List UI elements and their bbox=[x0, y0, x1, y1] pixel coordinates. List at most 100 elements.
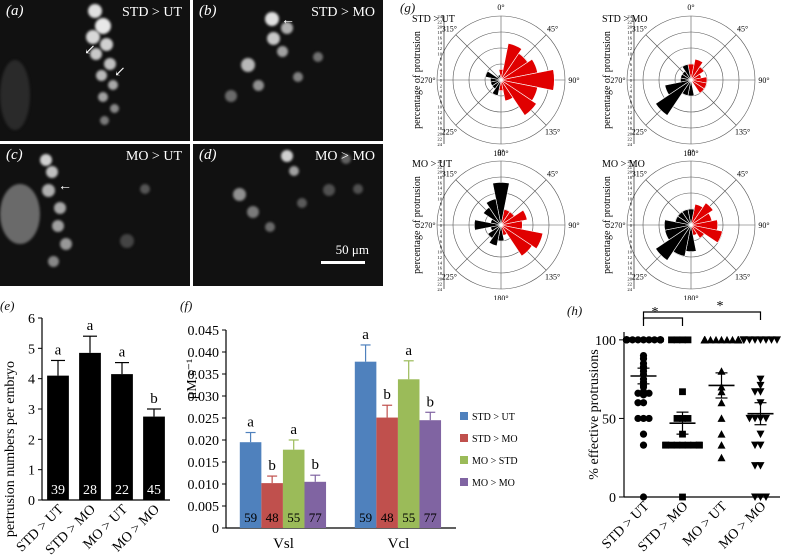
y-axis-label: μM s⁻¹ bbox=[185, 359, 200, 400]
y-tick-label: 50 bbox=[602, 412, 616, 427]
scale-tick: 22 bbox=[627, 137, 632, 142]
scale-tick: 14 bbox=[437, 115, 442, 120]
scale-tick: 22 bbox=[437, 164, 442, 169]
angle-label: 315° bbox=[442, 24, 457, 33]
data-point bbox=[634, 336, 642, 344]
rose-sector-red bbox=[500, 79, 537, 116]
scale-tick: 14 bbox=[627, 115, 632, 120]
micrograph-c: ← (c) MO > UT bbox=[0, 144, 190, 286]
micrograph-title: MO > UT bbox=[125, 149, 182, 164]
scale-tick: 4 bbox=[440, 89, 443, 94]
data-point bbox=[762, 336, 770, 344]
angle-label: 45° bbox=[547, 169, 558, 178]
bar bbox=[239, 442, 262, 528]
rose-sector-black bbox=[664, 79, 692, 96]
scale-tick: 10 bbox=[627, 105, 632, 110]
y-axis-label: percentage of protrusion bbox=[412, 176, 423, 274]
rose-title: MO > MO bbox=[602, 159, 645, 170]
significance-letter: a bbox=[87, 318, 94, 334]
legend-label: STD > MO bbox=[472, 434, 518, 445]
angle-label: 135° bbox=[545, 273, 560, 282]
data-point bbox=[751, 441, 759, 450]
scale-tick: 20 bbox=[627, 170, 632, 175]
angle-label: 90° bbox=[758, 76, 769, 85]
y-axis-label: percentage of protrusion bbox=[602, 176, 613, 274]
significance-letter: a bbox=[247, 415, 254, 431]
panel-label-e: (e) bbox=[0, 298, 15, 313]
data-point bbox=[679, 493, 686, 501]
y-tick-label: 0.030 bbox=[188, 390, 220, 405]
scale-tick: 6 bbox=[630, 239, 633, 244]
scale-tick: 12 bbox=[437, 255, 442, 260]
significance-letter: b bbox=[268, 458, 276, 474]
n-label: 39 bbox=[51, 483, 65, 498]
data-point bbox=[745, 414, 754, 423]
y-tick-label: 4 bbox=[28, 373, 35, 388]
data-point bbox=[696, 441, 703, 449]
scale-tick: 6 bbox=[440, 207, 443, 212]
scale-tick: 2 bbox=[440, 218, 443, 223]
angle-label: 45° bbox=[737, 24, 748, 33]
data-point bbox=[684, 336, 692, 344]
rose-sector-red bbox=[690, 224, 705, 239]
scale-tick: 18 bbox=[437, 126, 442, 131]
n-label: 22 bbox=[115, 483, 129, 498]
data-point bbox=[622, 336, 631, 344]
scale-tick: 12 bbox=[627, 46, 632, 51]
scale-tick: 4 bbox=[630, 234, 633, 239]
angle-label: 225° bbox=[442, 128, 457, 137]
scale-tick: 16 bbox=[627, 121, 632, 126]
angle-label: 225° bbox=[632, 128, 647, 137]
data-point bbox=[717, 414, 726, 422]
scale-tick: 6 bbox=[630, 94, 633, 99]
bar bbox=[143, 416, 165, 500]
legend-label: MO > MO bbox=[472, 478, 515, 489]
rose-sector-black bbox=[664, 219, 692, 231]
data-point bbox=[634, 399, 642, 407]
scale-tick: 6 bbox=[440, 239, 443, 244]
micrograph-b: ← (b) STD > MO bbox=[193, 0, 383, 141]
panel-label-h: (h) bbox=[567, 303, 583, 318]
data-point bbox=[700, 335, 709, 344]
scale-tick: 22 bbox=[627, 164, 632, 169]
rose-sector-black bbox=[655, 224, 692, 261]
rose-sector-black bbox=[474, 219, 502, 231]
angle-label: 45° bbox=[737, 169, 748, 178]
data-point bbox=[679, 441, 686, 449]
angle-label: 225° bbox=[442, 273, 457, 282]
data-point bbox=[679, 388, 686, 396]
n-label: 77 bbox=[424, 510, 438, 525]
data-point bbox=[751, 336, 759, 344]
scale-tick: 16 bbox=[627, 35, 632, 40]
scale-tick: 10 bbox=[437, 250, 442, 255]
n-label: 77 bbox=[309, 510, 323, 525]
scale-tick: 12 bbox=[437, 110, 442, 115]
scale-tick: 10 bbox=[627, 196, 632, 201]
micrograph-d: (d) MO > MO 50 μm bbox=[193, 144, 383, 286]
arrow-icon: ← bbox=[58, 179, 72, 194]
data-point bbox=[668, 336, 675, 344]
significance-letter: b bbox=[150, 391, 158, 407]
micrograph-label: (a) bbox=[6, 3, 24, 19]
scale-tick: 24 bbox=[437, 287, 442, 292]
scale-tick: 22 bbox=[437, 19, 442, 24]
scale-tick: 4 bbox=[630, 212, 633, 217]
legend-swatch bbox=[460, 456, 468, 464]
scale-tick: 18 bbox=[437, 30, 442, 35]
scale-tick: 16 bbox=[627, 266, 632, 271]
significance-letter: a bbox=[405, 343, 412, 359]
data-point bbox=[773, 336, 781, 344]
rose-sector-red bbox=[500, 209, 528, 226]
data-point bbox=[650, 336, 659, 344]
scale-tick: 4 bbox=[440, 212, 443, 217]
scale-tick: 0 bbox=[440, 78, 443, 83]
n-label: 59 bbox=[244, 510, 257, 525]
scale-tick: 0 bbox=[440, 223, 443, 228]
angle-label: 180° bbox=[493, 149, 508, 158]
scale-tick: 6 bbox=[630, 62, 633, 67]
data-point bbox=[645, 414, 653, 423]
angle-label: 315° bbox=[442, 169, 457, 178]
data-point bbox=[645, 389, 653, 397]
angle-label: 270° bbox=[420, 221, 435, 230]
data-point bbox=[762, 493, 770, 501]
